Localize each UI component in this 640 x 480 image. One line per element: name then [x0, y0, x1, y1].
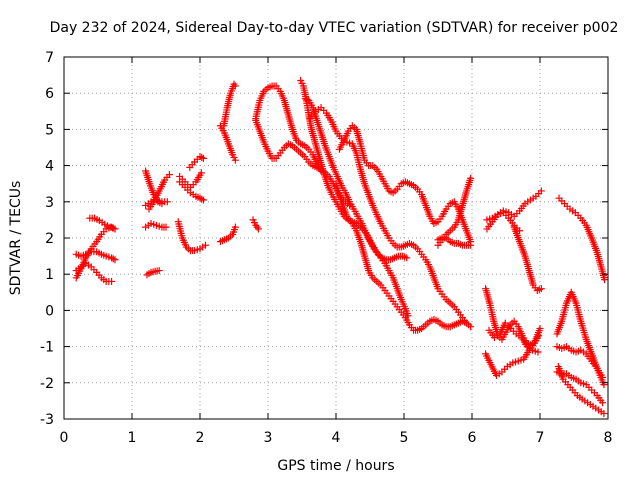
data-point	[537, 187, 545, 195]
x-tick-label: 4	[332, 430, 341, 446]
data-point	[111, 225, 119, 233]
data-point	[599, 373, 607, 381]
y-tick-label: -2	[40, 376, 54, 392]
data-point	[108, 277, 116, 285]
data-point	[467, 323, 475, 331]
data-point	[536, 325, 544, 332]
data-point	[198, 153, 206, 161]
y-tick-label: 3	[45, 195, 54, 211]
data-point	[231, 223, 239, 231]
data-point	[201, 241, 209, 249]
y-tick-label: 2	[45, 231, 54, 247]
y-tick-label: 4	[45, 159, 54, 175]
grid	[64, 57, 608, 419]
y-tick-label: 6	[45, 86, 54, 102]
x-tick-label: 6	[468, 430, 477, 446]
data-point	[600, 381, 608, 389]
data-point	[162, 223, 170, 231]
data-point	[303, 96, 311, 104]
chart-title: Day 232 of 2024, Sidereal Day-to-day VTE…	[50, 20, 619, 36]
data-points	[72, 77, 609, 418]
y-tick-label: 1	[45, 267, 54, 283]
data-point	[163, 198, 171, 206]
data-point	[600, 410, 608, 418]
data-point	[155, 267, 163, 275]
data-point	[199, 196, 207, 204]
x-tick-label: 2	[196, 430, 205, 446]
data-point	[198, 195, 206, 203]
x-axis-label: GPS time / hours	[277, 458, 394, 474]
data-point	[254, 225, 262, 233]
x-tick-label: 8	[604, 430, 613, 446]
data-point	[537, 285, 545, 293]
y-tick-label: -1	[40, 340, 54, 356]
data-point	[601, 276, 609, 284]
y-axis: -3 -2 -1 0 1 2 3 4 5 6 7	[40, 50, 608, 428]
data-point	[165, 171, 173, 179]
data-point	[534, 348, 542, 356]
y-tick-label: 5	[45, 122, 54, 138]
x-tick-label: 5	[400, 430, 409, 446]
data-point	[467, 174, 475, 182]
data-point	[403, 254, 411, 262]
data-point	[231, 156, 239, 164]
x-axis: 0 1 2 3 4 5 6 7 8	[60, 57, 613, 446]
data-point	[199, 154, 207, 162]
data-point	[111, 256, 119, 264]
x-tick-label: 7	[536, 430, 545, 446]
data-point	[463, 319, 471, 327]
y-axis-label: SDTVAR / TECUs	[8, 181, 24, 296]
data-point	[109, 255, 117, 263]
data-point	[231, 82, 239, 90]
y-tick-label: 0	[45, 303, 54, 319]
x-tick-label: 3	[264, 430, 273, 446]
data-point	[467, 241, 475, 249]
data-point	[197, 169, 205, 177]
y-tick-label: 7	[45, 50, 54, 66]
y-tick-label: -3	[40, 412, 54, 428]
data-point	[599, 399, 607, 407]
x-tick-label: 1	[128, 430, 137, 446]
x-tick-label: 0	[60, 430, 69, 446]
